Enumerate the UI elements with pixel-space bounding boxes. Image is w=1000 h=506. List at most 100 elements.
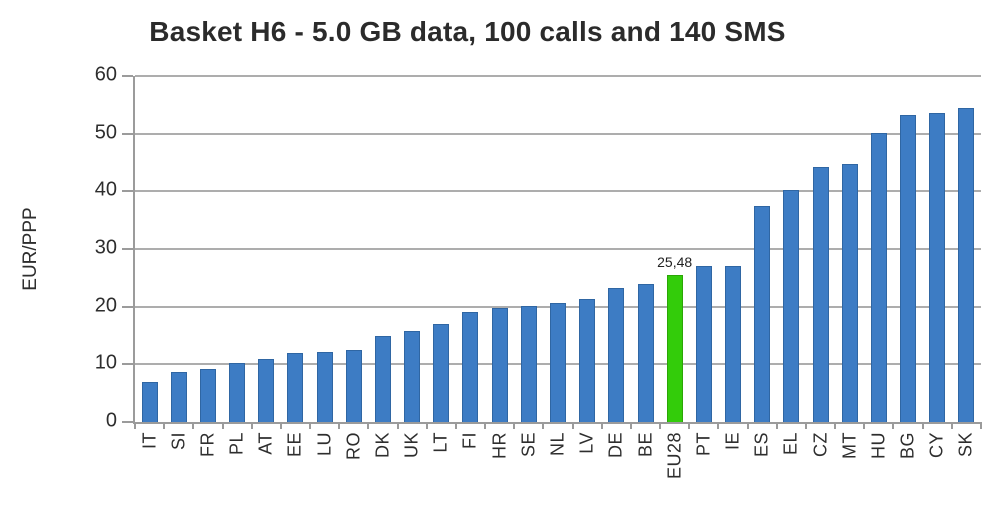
category-slot-se: SE [514, 76, 545, 457]
x-axis-label-pt: PT [693, 432, 714, 457]
x-axis-label-hu: HU [868, 432, 889, 459]
x-axis-label-fi: FI [459, 432, 480, 449]
x-axis-tick [542, 422, 545, 429]
bar-uk [404, 331, 421, 422]
bar-fr [199, 368, 216, 422]
highlight-value-label: 25,48 [657, 254, 693, 271]
x-axis-tick [513, 422, 516, 429]
category-slot-fr: FR [193, 76, 224, 457]
y-axis-tick-label: 10 [94, 351, 117, 374]
x-axis-label-uk: UK [401, 432, 422, 459]
category-slot-el: EL [777, 76, 807, 455]
category-slot-pt: PT [689, 76, 720, 456]
bar-si [170, 372, 187, 422]
x-axis-label-be: BE [635, 432, 655, 458]
x-axis-tick [804, 422, 807, 429]
bar-hr [491, 307, 508, 422]
gridline-40 [135, 190, 981, 193]
category-slot-ie: IE [718, 76, 749, 450]
bar-bg [900, 114, 917, 422]
x-axis-label-mt: MT [839, 432, 860, 459]
y-axis-tick [122, 305, 133, 308]
bar-de [608, 288, 625, 422]
x-axis-label-se: SE [518, 432, 539, 458]
bar-it [141, 381, 158, 422]
bar-cz [812, 167, 829, 422]
plot-area: 0 10 20 30 40 50 60 IT SI FR PL AT EE LU RO DK UK LT FI HR S… [95, 63, 982, 479]
y-axis-tick-label: 30 [94, 236, 117, 259]
y-axis-tick-label: 20 [94, 294, 117, 317]
bar-hu [870, 133, 887, 422]
category-slot-pl: PL [223, 76, 253, 455]
x-axis-label-el: EL [780, 432, 801, 456]
bar-ee [287, 353, 304, 422]
category-slot-sk: SK [952, 76, 982, 457]
bar-lv [579, 298, 596, 422]
x-axis-tick [571, 422, 574, 429]
category-slot-uk: UK [398, 76, 428, 458]
bar-nl [549, 303, 566, 422]
bar-ro [345, 349, 362, 422]
y-axis-tick [122, 75, 133, 77]
x-axis-tick [717, 422, 720, 429]
x-axis-label-ee: EE [284, 432, 305, 458]
category-slot-hr: HR [485, 76, 516, 459]
category-slot-bg: BG [893, 76, 924, 459]
x-axis-tick [309, 422, 312, 429]
x-axis-tick [367, 422, 370, 429]
category-slot-hu: HU [864, 76, 895, 459]
category-slot-eu28: 25,48 EU28 [657, 76, 692, 479]
x-axis-tick [338, 422, 341, 429]
bar-lu [316, 351, 333, 422]
bar-dk [374, 336, 391, 422]
bar-se [520, 305, 537, 422]
x-axis-tick [279, 422, 282, 429]
bar-eu28: 25,48 [657, 254, 692, 422]
x-axis-label-lv: LV [576, 432, 597, 454]
x-axis-tick [892, 422, 895, 429]
category-slot-de: DE [602, 76, 632, 458]
x-axis-tick [629, 422, 632, 429]
x-axis-tick [921, 422, 924, 429]
category-slot-ro: RO [339, 76, 370, 460]
x-axis-label-cz: CZ [810, 432, 831, 457]
x-axis-label-nl: NL [547, 432, 568, 457]
x-axis-tick [659, 422, 662, 429]
x-axis-tick [250, 422, 253, 429]
category-slot-mt: MT [835, 76, 866, 459]
bar-be [637, 284, 654, 422]
x-axis-label-bg: BG [897, 432, 918, 460]
category-slot-dk: DK [368, 76, 399, 458]
category-slot-cy: CY [923, 76, 953, 458]
y-axis-tick [122, 190, 133, 193]
x-axis-label-de: DE [605, 432, 626, 459]
x-axis-tick [950, 422, 953, 429]
y-axis-title: EUR/PPP [20, 207, 41, 291]
y-axis-tick [122, 363, 133, 366]
bar-el [783, 190, 800, 422]
bars-row: IT SI FR PL AT EE LU RO DK UK LT FI HR SE NL LV DE BE 25,4… [134, 76, 982, 479]
category-slot-cz: CZ [806, 76, 837, 457]
x-axis-tick [688, 422, 691, 429]
gridline-30 [135, 248, 981, 250]
y-axis-tick [122, 421, 133, 423]
x-axis-label-es: ES [751, 432, 772, 458]
x-axis-label-at: AT [255, 432, 276, 455]
bar-at [258, 358, 275, 422]
x-axis-tick [454, 422, 457, 429]
x-axis-label-ie: IE [722, 432, 743, 451]
category-slot-it: IT [134, 76, 166, 449]
x-axis-label-lu: LU [314, 432, 335, 457]
x-axis-label-it: IT [139, 432, 160, 449]
category-slot-nl: NL [543, 76, 574, 456]
bar-pl [229, 363, 246, 422]
category-slot-lv: LV [573, 76, 603, 454]
x-axis-tick [425, 422, 428, 429]
x-axis-label-sk: SK [955, 432, 976, 458]
x-axis-label-eu28: EU28 [664, 432, 685, 480]
bar-pt [695, 266, 712, 422]
x-axis-tick [396, 422, 399, 429]
gridline-60 [135, 75, 981, 77]
bar-ie [725, 265, 742, 422]
bar-lt [433, 323, 450, 422]
